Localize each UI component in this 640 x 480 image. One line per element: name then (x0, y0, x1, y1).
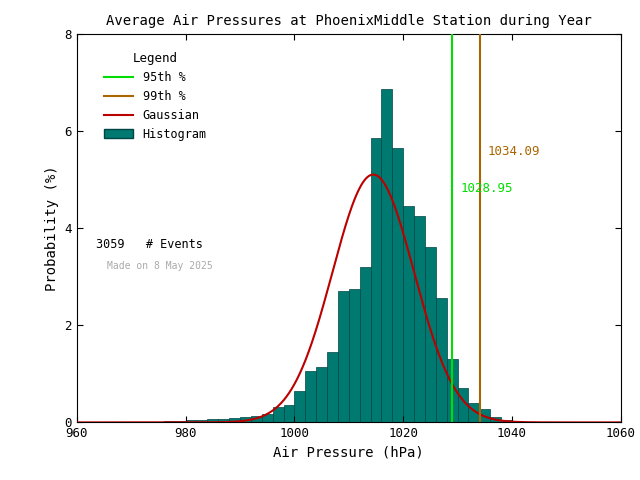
Bar (371, 138, 381, 422)
Bar (207, 419, 218, 422)
X-axis label: Air Pressure (hPa): Air Pressure (hPa) (273, 446, 424, 460)
Bar (458, 388, 468, 422)
Bar (436, 299, 447, 422)
Bar (284, 406, 294, 422)
Bar (381, 89, 392, 422)
Bar (218, 419, 229, 422)
Text: Made on 8 May 2025: Made on 8 May 2025 (107, 261, 212, 271)
Bar (501, 420, 512, 422)
Bar (414, 216, 425, 422)
Bar (229, 418, 240, 422)
Bar (338, 291, 349, 422)
Bar (294, 391, 305, 422)
Bar (490, 417, 501, 422)
Text: 1034.09: 1034.09 (488, 145, 541, 158)
Legend: 95th %, 99th %, Gaussian, Histogram: 95th %, 99th %, Gaussian, Histogram (99, 47, 212, 145)
Bar (327, 352, 338, 422)
Bar (164, 421, 175, 422)
Bar (425, 248, 436, 422)
Text: 3059   # Events: 3059 # Events (96, 238, 203, 251)
Bar (479, 409, 490, 422)
Bar (305, 372, 316, 422)
Bar (262, 414, 273, 422)
Bar (240, 417, 251, 422)
Bar (273, 407, 284, 422)
Bar (447, 359, 458, 422)
Bar (403, 206, 414, 422)
Y-axis label: Probability (%): Probability (%) (45, 165, 59, 291)
Bar (349, 289, 360, 422)
Bar (196, 420, 207, 422)
Bar (251, 416, 262, 422)
Bar (175, 421, 186, 422)
Bar (392, 148, 403, 422)
Bar (512, 421, 523, 422)
Title: Average Air Pressures at PhoenixMiddle Station during Year: Average Air Pressures at PhoenixMiddle S… (106, 14, 591, 28)
Bar (468, 403, 479, 422)
Bar (316, 367, 327, 422)
Text: 1028.95: 1028.95 (460, 181, 513, 194)
Bar (360, 267, 371, 422)
Bar (186, 420, 196, 422)
